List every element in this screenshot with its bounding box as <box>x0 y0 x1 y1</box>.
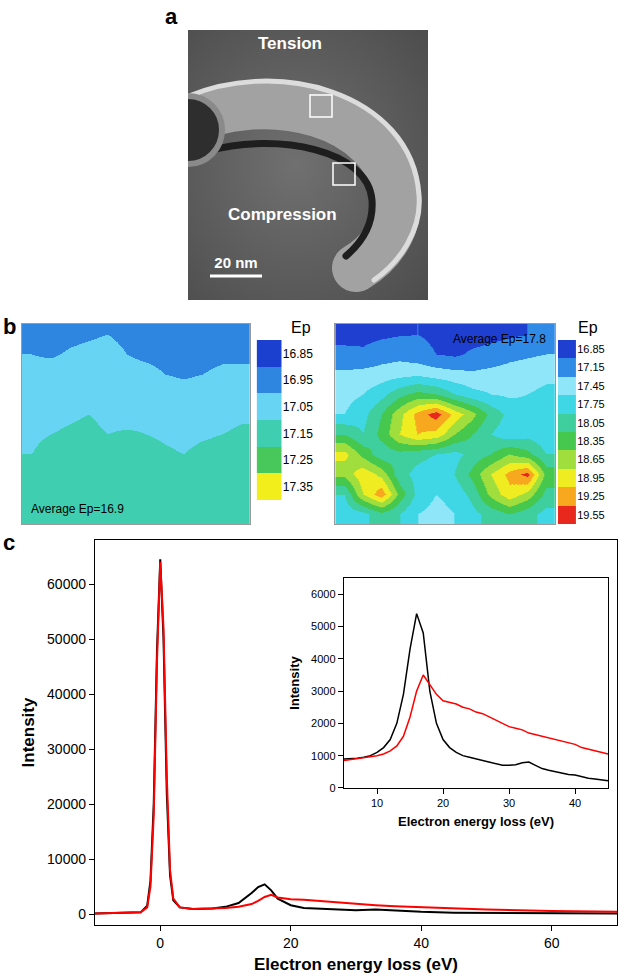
svg-text:3000: 3000 <box>311 685 335 697</box>
svg-text:Intensity: Intensity <box>287 656 302 710</box>
svg-text:0: 0 <box>329 782 335 794</box>
svg-text:20 nm: 20 nm <box>214 254 257 271</box>
svg-text:17.05: 17.05 <box>283 400 313 414</box>
svg-text:Average Ep=17.8: Average Ep=17.8 <box>453 332 546 346</box>
svg-text:40000: 40000 <box>47 686 86 702</box>
svg-text:Average Ep=16.9: Average Ep=16.9 <box>31 502 124 516</box>
svg-text:50000: 50000 <box>47 631 86 647</box>
svg-text:17.45: 17.45 <box>577 380 605 392</box>
svg-text:16.95: 16.95 <box>283 373 313 387</box>
svg-text:30000: 30000 <box>47 741 86 757</box>
svg-text:4000: 4000 <box>311 653 335 665</box>
svg-text:5000: 5000 <box>311 620 335 632</box>
svg-text:0: 0 <box>78 906 86 922</box>
html-text:b: b <box>3 314 17 339</box>
svg-text:18.05: 18.05 <box>577 417 605 429</box>
svg-text:20: 20 <box>437 797 449 809</box>
svg-text:Ep: Ep <box>578 319 598 336</box>
svg-text:17.15: 17.15 <box>283 427 313 441</box>
svg-text:16.85: 16.85 <box>577 343 605 355</box>
svg-text:60000: 60000 <box>47 576 86 592</box>
svg-text:19.55: 19.55 <box>577 509 605 521</box>
svg-text:17.75: 17.75 <box>577 398 605 410</box>
svg-text:19.25: 19.25 <box>577 490 605 502</box>
svg-text:18.95: 18.95 <box>577 472 605 484</box>
svg-text:40: 40 <box>569 797 581 809</box>
svg-text:0: 0 <box>156 935 164 951</box>
svg-text:Compression: Compression <box>228 205 337 224</box>
svg-text:10: 10 <box>371 797 383 809</box>
svg-text:Ep: Ep <box>291 319 311 336</box>
svg-text:10000: 10000 <box>47 851 86 867</box>
svg-text:60: 60 <box>544 935 560 951</box>
svg-text:18.35: 18.35 <box>577 435 605 447</box>
svg-text:17.25: 17.25 <box>283 453 313 467</box>
svg-text:40: 40 <box>413 935 429 951</box>
svg-text:16.85: 16.85 <box>283 347 313 361</box>
svg-text:Electron energy loss (eV): Electron energy loss (eV) <box>398 814 554 829</box>
html-text:a: a <box>165 4 178 29</box>
svg-text:Tension: Tension <box>258 34 322 53</box>
svg-text:1000: 1000 <box>311 750 335 762</box>
svg-text:30: 30 <box>503 797 515 809</box>
svg-text:20000: 20000 <box>47 796 86 812</box>
svg-text:20: 20 <box>283 935 299 951</box>
svg-text:Electron energy loss (eV): Electron energy loss (eV) <box>254 955 458 974</box>
svg-text:17.35: 17.35 <box>283 480 313 494</box>
svg-text:6000: 6000 <box>311 588 335 600</box>
html-text:c: c <box>3 530 16 555</box>
svg-text:18.65: 18.65 <box>577 453 605 465</box>
svg-text:17.15: 17.15 <box>577 361 605 373</box>
svg-text:2000: 2000 <box>311 717 335 729</box>
svg-text:Intensity: Intensity <box>19 697 38 767</box>
